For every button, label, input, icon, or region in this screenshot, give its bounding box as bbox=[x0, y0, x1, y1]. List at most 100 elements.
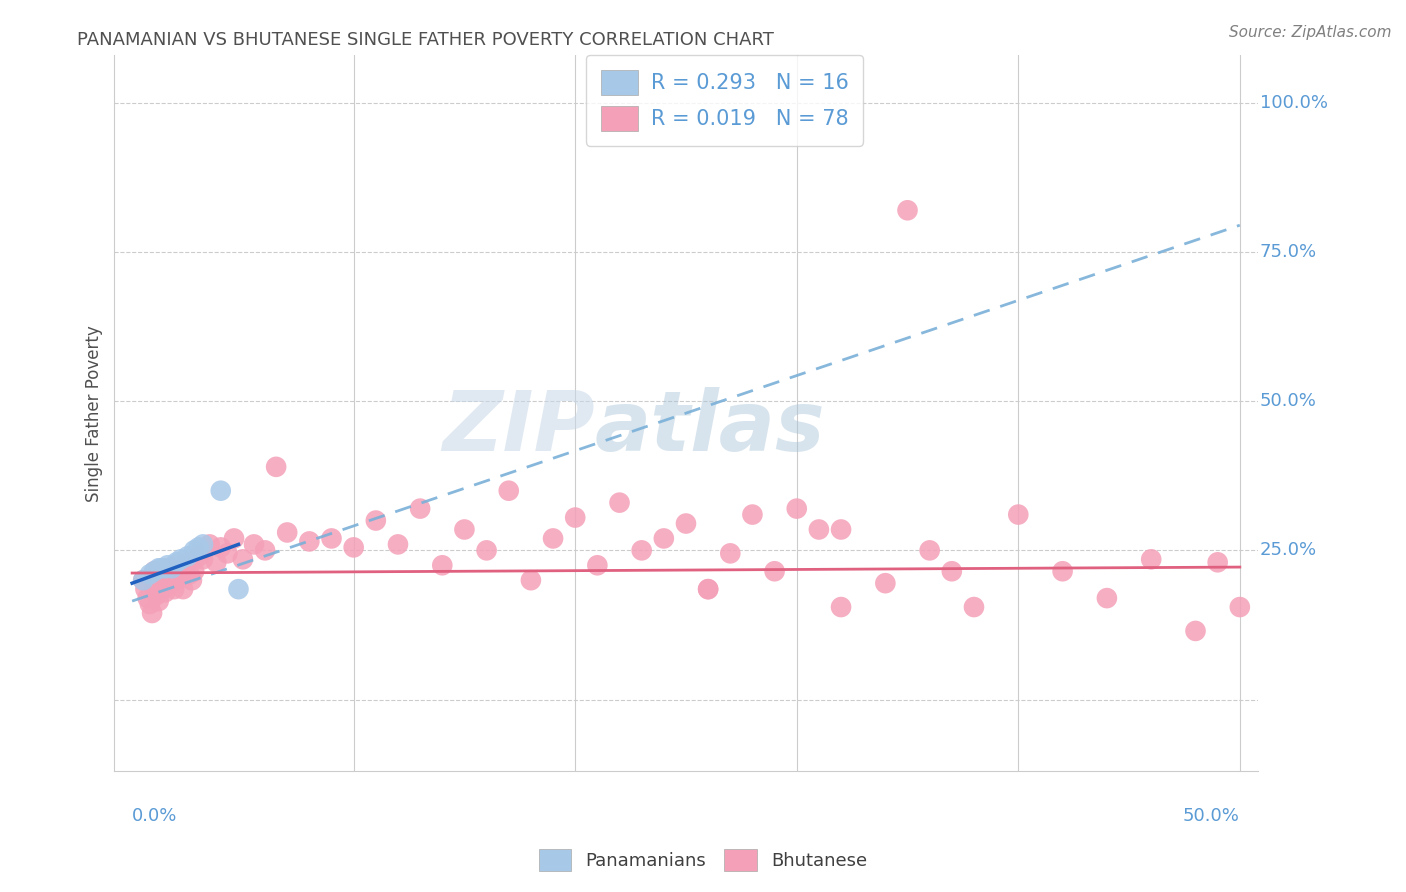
Point bbox=[243, 537, 266, 551]
Point bbox=[143, 564, 166, 578]
Point bbox=[697, 582, 720, 596]
Point bbox=[172, 582, 194, 596]
Text: 50.0%: 50.0% bbox=[1182, 807, 1240, 825]
Point bbox=[432, 558, 454, 573]
Point bbox=[167, 564, 190, 578]
Text: atlas: atlas bbox=[595, 387, 825, 468]
Point bbox=[141, 606, 163, 620]
Point bbox=[132, 573, 155, 587]
Point bbox=[918, 543, 941, 558]
Point bbox=[160, 567, 183, 582]
Point bbox=[875, 576, 897, 591]
Point bbox=[217, 546, 239, 560]
Point bbox=[564, 510, 586, 524]
Point bbox=[1095, 591, 1118, 606]
Point bbox=[697, 582, 720, 596]
Point bbox=[830, 523, 852, 537]
Point bbox=[321, 532, 343, 546]
Point bbox=[183, 564, 205, 578]
Point bbox=[343, 541, 366, 555]
Text: 50.0%: 50.0% bbox=[1260, 392, 1316, 410]
Point bbox=[191, 552, 214, 566]
Point bbox=[139, 567, 162, 582]
Point bbox=[187, 549, 209, 564]
Point bbox=[198, 537, 221, 551]
Point bbox=[387, 537, 409, 551]
Point bbox=[209, 541, 232, 555]
Point bbox=[174, 561, 197, 575]
Point bbox=[786, 501, 808, 516]
Point bbox=[264, 459, 287, 474]
Point bbox=[176, 549, 198, 564]
Text: 25.0%: 25.0% bbox=[1260, 541, 1317, 559]
Point bbox=[630, 543, 652, 558]
Point bbox=[276, 525, 298, 540]
Point bbox=[1184, 624, 1206, 638]
Point bbox=[807, 523, 830, 537]
Point bbox=[136, 591, 159, 606]
Point bbox=[143, 564, 166, 578]
Text: PANAMANIAN VS BHUTANESE SINGLE FATHER POVERTY CORRELATION CHART: PANAMANIAN VS BHUTANESE SINGLE FATHER PO… bbox=[77, 31, 775, 49]
Point bbox=[155, 585, 177, 599]
Text: ZIP: ZIP bbox=[441, 387, 595, 468]
Point bbox=[148, 561, 170, 575]
Point bbox=[170, 567, 193, 582]
Point bbox=[609, 495, 631, 509]
Point bbox=[675, 516, 697, 531]
Point bbox=[149, 561, 172, 575]
Point bbox=[179, 567, 201, 582]
Point bbox=[941, 564, 963, 578]
Point bbox=[139, 597, 162, 611]
Text: 75.0%: 75.0% bbox=[1260, 243, 1317, 261]
Point bbox=[763, 564, 786, 578]
Point bbox=[520, 573, 543, 587]
Point bbox=[181, 573, 204, 587]
Point bbox=[132, 573, 155, 587]
Point bbox=[145, 588, 167, 602]
Point bbox=[718, 546, 741, 560]
Point bbox=[156, 561, 179, 575]
Point bbox=[830, 600, 852, 615]
Point bbox=[165, 558, 187, 573]
Point bbox=[165, 555, 187, 569]
Text: 100.0%: 100.0% bbox=[1260, 94, 1327, 112]
Point bbox=[453, 523, 475, 537]
Point bbox=[222, 532, 245, 546]
Point bbox=[254, 543, 277, 558]
Point bbox=[652, 532, 675, 546]
Point bbox=[896, 203, 918, 218]
Point bbox=[155, 561, 177, 575]
Point bbox=[475, 543, 498, 558]
Point bbox=[228, 582, 250, 596]
Point bbox=[205, 555, 228, 569]
Point bbox=[409, 501, 432, 516]
Point bbox=[149, 573, 172, 587]
Point bbox=[191, 537, 214, 551]
Point bbox=[232, 552, 254, 566]
Point bbox=[155, 567, 177, 582]
Point bbox=[163, 582, 186, 596]
Point bbox=[148, 594, 170, 608]
Point bbox=[298, 534, 321, 549]
Point bbox=[183, 543, 205, 558]
Point bbox=[541, 532, 564, 546]
Point bbox=[364, 514, 387, 528]
Point bbox=[1229, 600, 1251, 615]
Point bbox=[187, 541, 209, 555]
Point bbox=[165, 573, 187, 587]
Point bbox=[586, 558, 609, 573]
Y-axis label: Single Father Poverty: Single Father Poverty bbox=[86, 325, 103, 501]
Point bbox=[134, 582, 156, 596]
Point bbox=[176, 555, 198, 569]
Point bbox=[1007, 508, 1029, 522]
Point bbox=[741, 508, 763, 522]
Legend: R = 0.293   N = 16, R = 0.019   N = 78: R = 0.293 N = 16, R = 0.019 N = 78 bbox=[586, 55, 863, 145]
Point bbox=[160, 561, 183, 575]
Text: 0.0%: 0.0% bbox=[132, 807, 177, 825]
Point bbox=[143, 579, 166, 593]
Text: Source: ZipAtlas.com: Source: ZipAtlas.com bbox=[1229, 25, 1392, 40]
Point bbox=[1140, 552, 1163, 566]
Point bbox=[1206, 555, 1229, 569]
Point bbox=[498, 483, 520, 498]
Legend: Panamanians, Bhutanese: Panamanians, Bhutanese bbox=[531, 842, 875, 879]
